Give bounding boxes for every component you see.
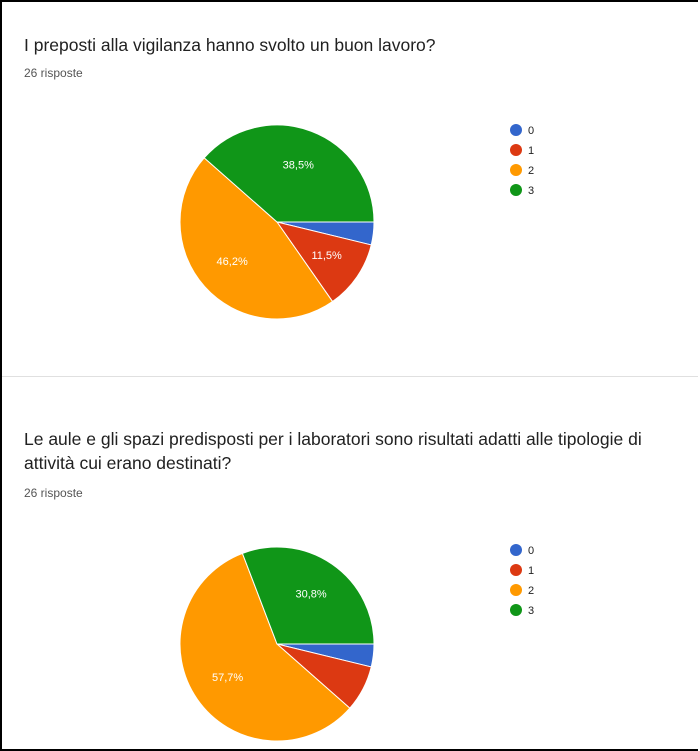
legend-swatch — [510, 164, 522, 176]
pie-chart: 11,5% 46,2% 38,5% 0 1 2 3 — [179, 124, 534, 320]
pie-slice — [179, 552, 351, 742]
pie-slice — [241, 546, 375, 645]
pie-chart: 57,7% 30,8% 0 1 2 3 — [179, 544, 534, 742]
legend-label: 3 — [528, 605, 534, 617]
response-count: 26 risposte — [24, 486, 83, 500]
slice-label: 11,5% — [311, 250, 342, 262]
question-card: I preposti alla vigilanza hanno svolto u… — [2, 2, 698, 377]
legend-swatch — [510, 184, 522, 196]
legend-swatch — [510, 564, 522, 576]
legend-label: 2 — [528, 585, 534, 597]
question-title: I preposti alla vigilanza hanno svolto u… — [24, 35, 436, 55]
pie-slice — [179, 157, 334, 320]
question-card: Le aule e gli spazi predisposti per i la… — [2, 377, 698, 749]
legend-label: 1 — [528, 565, 534, 577]
slice-label: 57,7% — [212, 672, 243, 684]
slice-label: 30,8% — [296, 588, 327, 600]
legend-swatch — [510, 584, 522, 596]
question-title: Le aule e gli spazi predisposti per i la… — [24, 429, 642, 473]
pie-slice — [203, 124, 375, 223]
legend-label: 3 — [528, 185, 534, 197]
slice-label: 38,5% — [283, 160, 314, 172]
legend-swatch — [510, 544, 522, 556]
slice-label: 46,2% — [217, 256, 248, 268]
response-count: 26 risposte — [24, 66, 83, 80]
pie-slice — [275, 221, 372, 303]
legend-label: 0 — [528, 545, 534, 557]
legend-label: 0 — [528, 125, 534, 137]
legend-label: 1 — [528, 145, 534, 157]
legend-swatch — [510, 144, 522, 156]
legend-label: 2 — [528, 165, 534, 177]
legend-swatch — [510, 124, 522, 136]
legend-swatch — [510, 604, 522, 616]
